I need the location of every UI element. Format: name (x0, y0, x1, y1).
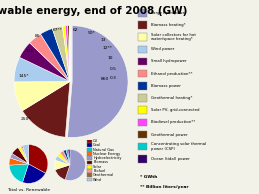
Bar (139, 58, 147, 65)
Bar (139, 70, 147, 77)
Bar (87, 144, 92, 147)
Text: 67**: 67** (53, 28, 63, 31)
Text: Geothermal: Geothermal (93, 173, 114, 177)
Text: 250*: 250* (21, 118, 32, 121)
Wedge shape (57, 153, 70, 165)
Text: Renewable energy, end of 2008 (GW): Renewable energy, end of 2008 (GW) (0, 6, 188, 16)
Text: 860: 860 (100, 77, 109, 81)
Bar (139, 155, 147, 163)
Text: Hydroelectricity: Hydroelectricity (93, 156, 122, 160)
Text: Coal: Coal (93, 143, 101, 147)
Bar (87, 165, 92, 169)
Text: 10: 10 (108, 56, 113, 60)
Text: Concentrating solar thermal
power (CSP): Concentrating solar thermal power (CSP) (151, 142, 206, 151)
Bar (139, 131, 147, 138)
Text: Natural Gas: Natural Gas (93, 148, 114, 152)
Text: Solar collectors for hot
water/space heating*: Solar collectors for hot water/space hea… (151, 33, 196, 42)
Wedge shape (20, 146, 28, 164)
Text: Geothermal power: Geothermal power (151, 133, 187, 137)
Text: Small hydropower: Small hydropower (151, 60, 186, 63)
Text: Large hydropower: Large hydropower (151, 11, 186, 15)
Text: Ethanol production**: Ethanol production** (151, 72, 192, 76)
Bar (139, 82, 147, 90)
Text: Total vs. Renewable: Total vs. Renewable (7, 188, 50, 192)
Bar (87, 161, 92, 164)
Wedge shape (68, 26, 70, 81)
Wedge shape (55, 165, 70, 180)
Text: 50*: 50* (87, 31, 95, 35)
Wedge shape (52, 26, 70, 81)
Wedge shape (63, 150, 70, 165)
Bar (139, 94, 147, 102)
Text: Biofuel: Biofuel (93, 169, 105, 173)
Wedge shape (65, 149, 85, 180)
Text: 0.5: 0.5 (110, 67, 117, 71)
Text: Geothermal heating*: Geothermal heating* (151, 96, 192, 100)
Wedge shape (62, 26, 70, 81)
Wedge shape (14, 57, 70, 82)
Wedge shape (22, 81, 70, 137)
Wedge shape (54, 160, 70, 170)
Wedge shape (55, 156, 70, 165)
Bar (139, 107, 147, 114)
Wedge shape (23, 164, 46, 183)
Text: 13: 13 (101, 38, 106, 42)
Bar (139, 119, 147, 126)
Text: ** Billion liters/year: ** Billion liters/year (140, 185, 189, 189)
Text: 62: 62 (73, 28, 78, 32)
Wedge shape (65, 26, 70, 81)
Bar (87, 156, 92, 160)
Wedge shape (18, 146, 28, 164)
Text: Nuclear Energy: Nuclear Energy (93, 152, 120, 156)
Wedge shape (68, 26, 128, 137)
Wedge shape (9, 164, 28, 182)
Text: Wind: Wind (93, 178, 102, 182)
Bar (139, 46, 147, 53)
Wedge shape (23, 145, 28, 164)
Text: Solar: Solar (93, 165, 102, 169)
Text: Oil: Oil (93, 139, 98, 143)
Text: * GWth: * GWth (140, 175, 157, 179)
Text: 145*: 145* (19, 74, 30, 78)
Text: Biomass heating*: Biomass heating* (151, 23, 185, 27)
Text: 12**: 12** (103, 46, 113, 50)
Text: 85: 85 (35, 34, 40, 38)
Text: Biodiesel production**: Biodiesel production** (151, 120, 195, 124)
Bar (87, 148, 92, 152)
Wedge shape (68, 149, 70, 165)
Text: 121: 121 (26, 49, 34, 53)
Bar (87, 173, 92, 177)
Wedge shape (30, 34, 70, 81)
Bar (87, 169, 92, 173)
Wedge shape (60, 151, 70, 165)
Wedge shape (21, 146, 28, 164)
Text: 0.3: 0.3 (110, 76, 117, 80)
Bar (87, 139, 92, 143)
Wedge shape (14, 81, 70, 111)
Bar (139, 33, 147, 41)
Bar (139, 21, 147, 29)
Wedge shape (66, 150, 70, 165)
Text: Wind power: Wind power (151, 47, 174, 51)
Text: Biomass: Biomass (93, 160, 108, 165)
Bar (139, 9, 147, 16)
Wedge shape (28, 145, 48, 173)
Wedge shape (40, 29, 70, 81)
Bar (87, 152, 92, 156)
Bar (139, 143, 147, 151)
Bar (87, 178, 92, 182)
Wedge shape (9, 158, 28, 165)
Wedge shape (19, 43, 70, 81)
Text: Ocean (tidal) power: Ocean (tidal) power (151, 157, 189, 161)
Text: Biomass power: Biomass power (151, 84, 181, 88)
Wedge shape (10, 153, 28, 164)
Text: Solar PV, grid-connected: Solar PV, grid-connected (151, 108, 199, 112)
Wedge shape (12, 148, 28, 164)
